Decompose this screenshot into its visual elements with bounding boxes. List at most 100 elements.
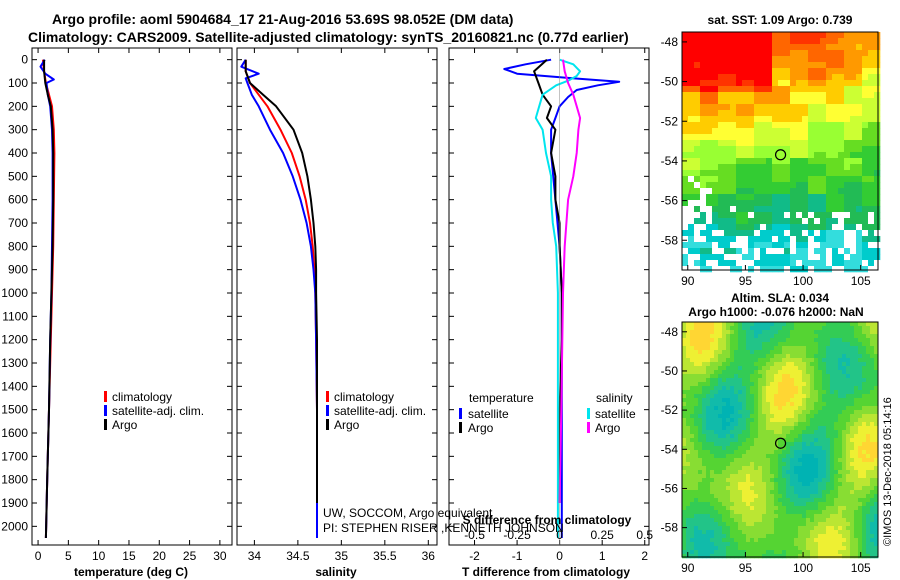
sla_map-cell: [710, 386, 715, 391]
sst_map-cell: [844, 182, 851, 189]
sla_map-cell: [778, 426, 783, 431]
sla_map-cell: [730, 322, 735, 327]
sla_map-cell: [874, 350, 879, 355]
sla_map-cell: [766, 322, 771, 327]
sla_map-cell: [726, 450, 731, 455]
sst_map-cell: [718, 200, 725, 207]
sla_map-cell: [838, 498, 843, 503]
sla_map-cell: [834, 510, 839, 515]
sla_map-cell: [858, 370, 863, 375]
sla_map-cell: [826, 458, 831, 463]
sst_map-cell: [682, 80, 689, 87]
sla_map-cell: [730, 330, 735, 335]
sla_map-cell: [842, 454, 847, 459]
sla_map-cell: [822, 390, 827, 395]
sla_map-cell: [690, 466, 695, 471]
sst_map-cell: [700, 188, 707, 195]
sla_map-cell: [754, 330, 759, 335]
sla_map-cell: [734, 410, 739, 415]
sla_map-cell: [710, 390, 715, 395]
sla_map-cell: [850, 398, 855, 403]
sla_map-cell: [834, 406, 839, 411]
sst_map-cell: [706, 74, 713, 81]
sst_map-cell: [754, 164, 761, 171]
sla_map-cell: [742, 510, 747, 515]
sst_map-cell: [850, 80, 857, 87]
sla_map-cell: [702, 354, 707, 359]
sst_map-cell: [724, 158, 731, 165]
difference-legend-salinity-title: salinity: [596, 391, 633, 405]
sst_map-cell: [778, 68, 785, 75]
sst_map-cell: [868, 146, 875, 153]
sla_map-cell: [810, 514, 815, 519]
sla_map-cell: [842, 418, 847, 423]
sst_map-cell: [874, 134, 881, 141]
sla_map-cell: [814, 494, 819, 499]
sla_map-cell: [722, 534, 727, 539]
sla_map-cell: [774, 354, 779, 359]
sla_map-cell: [706, 386, 711, 391]
sst_map-cell: [814, 230, 821, 237]
sla_map-cell: [810, 542, 815, 547]
sst_map-cell: [796, 248, 803, 255]
sst_map-cell: [844, 188, 851, 195]
sla_map-cell: [818, 466, 823, 471]
sla_map-cell: [814, 466, 819, 471]
sst_map-cell: [748, 212, 755, 219]
sla_map-cell: [786, 462, 791, 467]
sla_map-cell: [742, 434, 747, 439]
sla_map-cell: [702, 490, 707, 495]
sla_map-cell: [794, 542, 799, 547]
sst_map-cell: [718, 242, 725, 249]
sst_map-cell: [706, 224, 713, 231]
sla_map-cell: [858, 482, 863, 487]
sla_map-cell: [698, 514, 703, 519]
sla_map-cell: [774, 506, 779, 511]
sla_map-cell: [862, 330, 867, 335]
sla_map-cell: [834, 326, 839, 331]
sst_map-cell: [796, 56, 803, 63]
sst_map-cell: [856, 176, 863, 183]
sst_map-cell: [772, 188, 779, 195]
sla_map-cell: [742, 482, 747, 487]
sla_map-cell: [790, 454, 795, 459]
sst_map-cell: [814, 116, 821, 123]
sla_map-cell: [702, 418, 707, 423]
sla_map-cell: [826, 370, 831, 375]
sla_map-cell: [738, 458, 743, 463]
sla_map-cell: [730, 394, 735, 399]
sla_map-cell: [730, 518, 735, 523]
sla_map-cell: [794, 398, 799, 403]
sla_map-cell: [798, 450, 803, 455]
sla_map-cell: [702, 422, 707, 427]
sla_map-cell: [750, 458, 755, 463]
sla_map-cell: [786, 486, 791, 491]
sla_map-cell: [802, 322, 807, 327]
sla_map-cell: [754, 442, 759, 447]
sst_map-cell: [802, 116, 809, 123]
sla_map-cell: [858, 338, 863, 343]
sla_map-cell: [802, 522, 807, 527]
sst_map-cell: [778, 230, 785, 237]
sla_map-cell: [718, 550, 723, 555]
sla_map-cell: [698, 406, 703, 411]
temperature-ytick-label: 1000: [1, 286, 28, 300]
sla_map-cell: [750, 530, 755, 535]
sst_map-cell: [862, 212, 869, 219]
sst_map-ytick-label: -58: [661, 233, 679, 247]
sla_map-cell: [830, 430, 835, 435]
sst_map-cell: [838, 170, 845, 177]
sla_map-cell: [858, 442, 863, 447]
sst_map-cell: [694, 128, 701, 135]
sst_map-cell: [748, 152, 755, 159]
sst_map-cell: [796, 212, 803, 219]
sla_map-cell: [874, 546, 879, 551]
sst_map-cell: [760, 68, 767, 75]
sst_map-cell: [826, 74, 833, 81]
sst_map-cell: [754, 134, 761, 141]
sla_map-cell: [818, 378, 823, 383]
sla_map-cell: [742, 342, 747, 347]
sla_map-cell: [710, 346, 715, 351]
sla_map-cell: [762, 354, 767, 359]
sla_map-cell: [690, 510, 695, 515]
